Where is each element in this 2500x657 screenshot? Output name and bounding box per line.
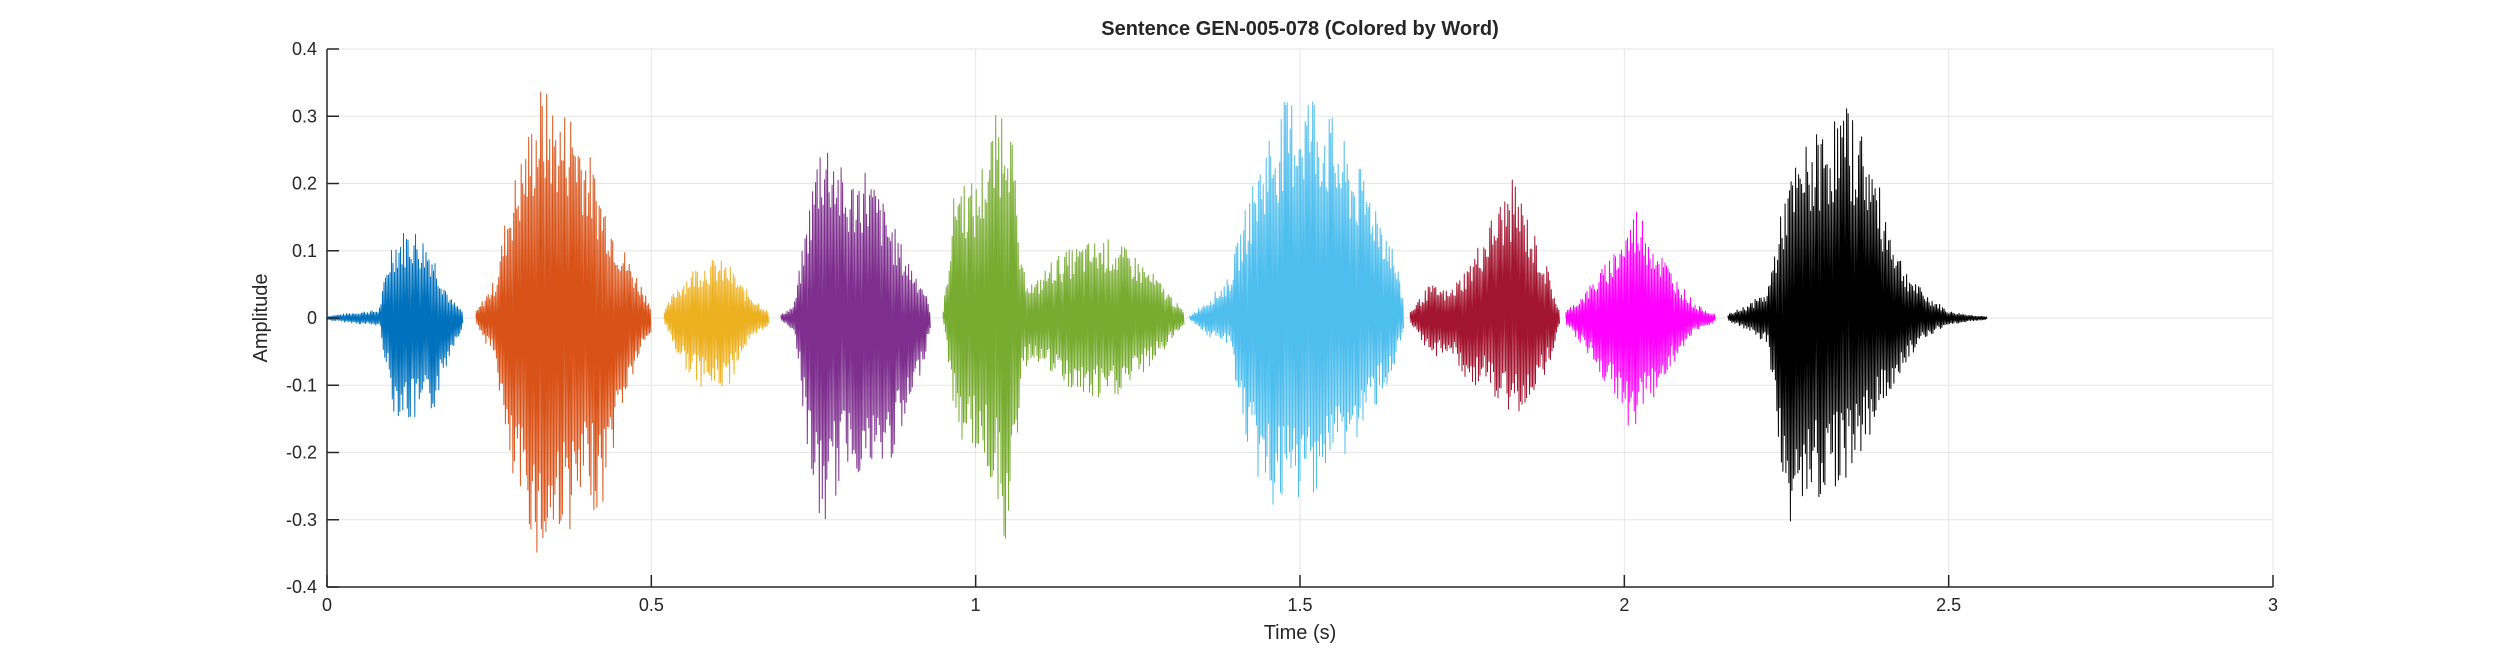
x-tick-label: 1: [971, 595, 981, 615]
x-tick-label: 0.5: [639, 595, 664, 615]
y-tick-label: 0.2: [292, 174, 317, 194]
x-tick-label: 1.5: [1287, 595, 1312, 615]
word-waveform-8: [1565, 211, 1716, 426]
chart-title: Sentence GEN-005-078 (Colored by Word): [1101, 18, 1499, 40]
waveform-segment: [663, 259, 770, 387]
y-tick-label: -0.1: [286, 375, 317, 395]
y-tick-label: -0.2: [286, 443, 317, 463]
waveform-segment: [475, 91, 652, 553]
x-tick-label: 2: [1619, 595, 1629, 615]
x-tick-label: 3: [2268, 595, 2278, 615]
y-tick-label: 0: [307, 308, 317, 328]
word-waveform-1: [326, 232, 464, 418]
waveform-segment: [1565, 211, 1716, 426]
y-tick-label: 0.4: [292, 39, 317, 59]
word-waveform-6: [1189, 101, 1404, 505]
y-tick-label: -0.4: [286, 577, 317, 597]
waveform-segment: [780, 152, 931, 520]
y-axis-label: Amplitude: [250, 274, 272, 363]
x-axis-label: Time (s): [1264, 622, 1337, 644]
waveform-segment: [942, 115, 1185, 539]
x-tick-label: 0: [322, 595, 332, 615]
x-tick-label: 2.5: [1936, 595, 1961, 615]
y-tick-label: 0.3: [292, 106, 317, 126]
y-tick-label: -0.3: [286, 510, 317, 530]
y-tick-label: 0.1: [292, 241, 317, 261]
waveform-layer: [326, 91, 1988, 553]
word-waveform-7: [1409, 179, 1560, 412]
word-waveform-9: [1727, 108, 1988, 522]
word-waveform-3: [663, 259, 770, 387]
word-waveform-4: [780, 152, 931, 520]
word-waveform-5: [942, 115, 1185, 539]
waveform-segment: [1189, 101, 1404, 505]
waveform-segment: [326, 232, 464, 418]
waveform-segment: [1409, 179, 1560, 412]
tick-layer: 0 0.5 1 1.5 2 2.5 3 -0.4 -0.3 -0.2 -0.1 0 0.1 0.2 0.3 0…: [286, 39, 2278, 615]
waveform-segment: [1727, 108, 1988, 522]
word-waveform-2: [475, 91, 652, 553]
